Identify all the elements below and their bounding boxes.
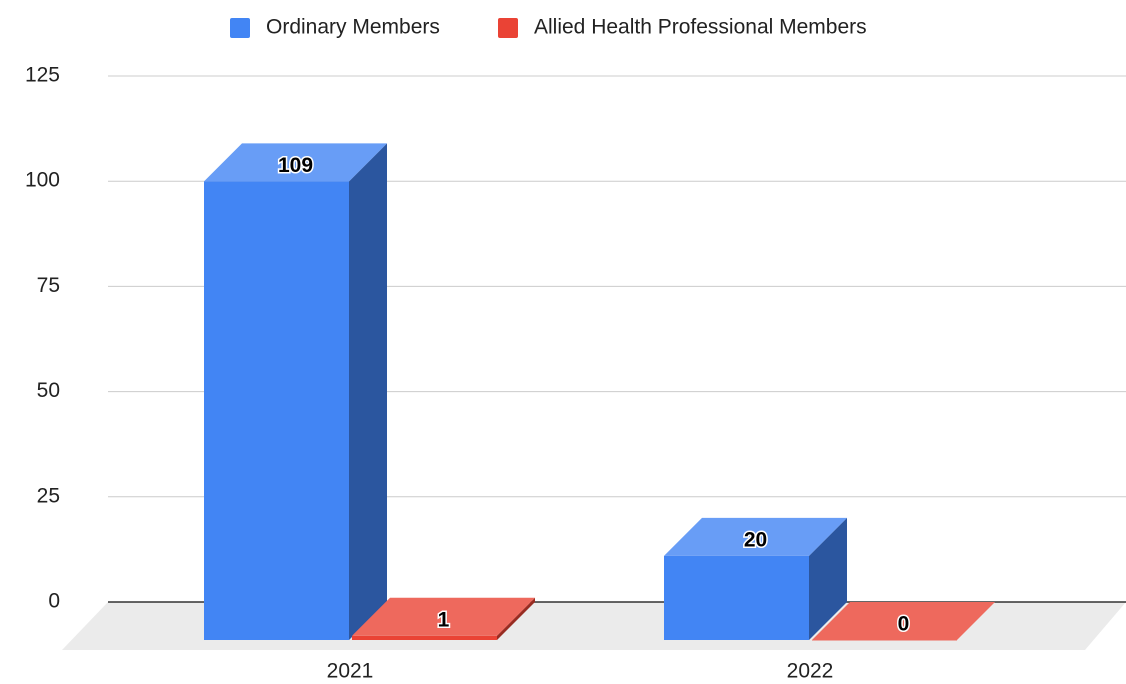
bar (204, 181, 349, 640)
legend-swatch (230, 18, 250, 38)
bar-side (497, 597, 535, 640)
legend-label: Ordinary Members (266, 16, 440, 39)
x-tick-label: 2022 (787, 660, 834, 683)
bar-side (809, 517, 847, 640)
y-tick-label: 75 (37, 274, 60, 297)
x-tick-label: 2021 (327, 660, 374, 683)
y-tick-label: 0 (48, 590, 60, 613)
bar (812, 640, 957, 641)
bar-top (352, 597, 535, 636)
y-tick-label: 125 (25, 64, 60, 87)
y-tick-label: 50 (37, 379, 60, 402)
value-label: 1 (438, 608, 450, 631)
value-label: 20 (744, 528, 767, 551)
legend-swatch (498, 18, 518, 38)
value-label: 0 (898, 613, 910, 636)
bar-top (664, 517, 847, 556)
bar (352, 635, 497, 640)
value-label: 109 (278, 154, 313, 177)
y-tick-label: 25 (37, 484, 60, 507)
bar-top (812, 602, 995, 640)
bar-side (349, 143, 387, 640)
bar (664, 555, 809, 640)
y-tick-label: 100 (25, 169, 60, 192)
legend-label: Allied Health Professional Members (534, 16, 867, 39)
bar-top (204, 143, 387, 182)
